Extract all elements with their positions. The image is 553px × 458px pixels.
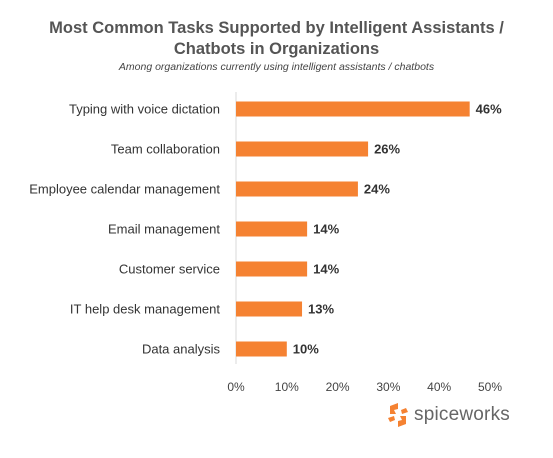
x-tick-label: 20% <box>326 380 350 394</box>
bar <box>236 181 358 197</box>
spiceworks-logo: spiceworks <box>386 402 510 428</box>
chart-title-line-1: Most Common Tasks Supported by Intellige… <box>49 19 504 37</box>
category-label: IT help desk management <box>70 302 220 317</box>
value-label: 26% <box>374 142 400 157</box>
value-label: 24% <box>364 182 390 197</box>
value-label: 10% <box>293 342 319 357</box>
category-label: Team collaboration <box>111 142 220 157</box>
x-tick-label: 40% <box>427 380 451 394</box>
brand-name: spiceworks <box>414 404 510 425</box>
value-label: 14% <box>313 222 339 237</box>
value-label: 46% <box>476 102 502 117</box>
category-label: Data analysis <box>142 342 221 357</box>
bar <box>236 261 308 277</box>
value-label: 13% <box>308 302 334 317</box>
chart-title-line-2: Chatbots in Organizations <box>173 40 380 58</box>
bar <box>236 101 470 117</box>
chart-subtitle: Among organizations currently using inte… <box>118 61 435 73</box>
x-tick-label: 10% <box>275 380 299 394</box>
category-label: Email management <box>108 222 220 237</box>
x-tick-label: 30% <box>376 380 400 394</box>
value-label: 14% <box>313 262 339 277</box>
bar <box>236 301 303 317</box>
x-tick-label: 50% <box>478 380 502 394</box>
category-label: Employee calendar management <box>29 182 220 197</box>
bar <box>236 221 308 237</box>
spiceworks-icon <box>388 403 408 427</box>
category-label: Customer service <box>119 262 220 277</box>
bar <box>236 141 369 157</box>
category-label: Typing with voice dictation <box>69 102 220 117</box>
x-tick-label: 0% <box>227 380 245 394</box>
bar <box>236 341 287 357</box>
